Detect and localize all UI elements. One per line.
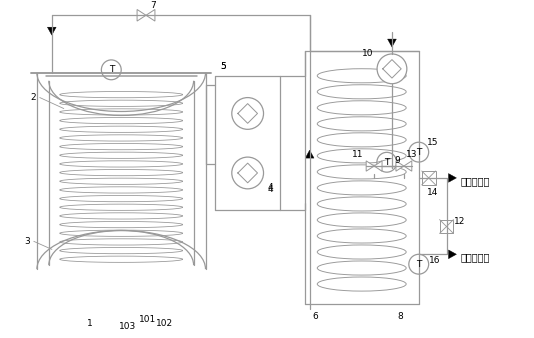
Text: 4: 4 bbox=[268, 185, 273, 194]
Text: 102: 102 bbox=[156, 319, 173, 328]
Text: T: T bbox=[416, 148, 421, 156]
Text: 12: 12 bbox=[454, 217, 466, 225]
Polygon shape bbox=[146, 9, 155, 21]
Text: 6: 6 bbox=[312, 312, 318, 321]
Text: 9: 9 bbox=[394, 156, 400, 165]
Polygon shape bbox=[48, 27, 56, 35]
Bar bbox=[422, 171, 436, 185]
Text: T: T bbox=[416, 260, 421, 269]
Text: 13: 13 bbox=[406, 150, 418, 159]
Text: T: T bbox=[384, 158, 389, 167]
Polygon shape bbox=[396, 161, 404, 171]
Text: 8: 8 bbox=[397, 312, 403, 321]
Text: T: T bbox=[108, 65, 114, 74]
Polygon shape bbox=[388, 39, 396, 47]
Text: 5: 5 bbox=[220, 62, 226, 71]
Circle shape bbox=[409, 142, 429, 162]
Text: 16: 16 bbox=[429, 256, 440, 265]
Text: 低温出水管: 低温出水管 bbox=[460, 252, 490, 262]
Circle shape bbox=[232, 157, 263, 189]
Polygon shape bbox=[374, 161, 382, 171]
Text: 4: 4 bbox=[268, 183, 273, 192]
Text: 15: 15 bbox=[427, 138, 438, 147]
Circle shape bbox=[409, 254, 429, 274]
Text: 2: 2 bbox=[30, 93, 36, 102]
Polygon shape bbox=[404, 161, 412, 171]
Polygon shape bbox=[366, 161, 374, 171]
Text: 10: 10 bbox=[362, 49, 374, 58]
Text: 1: 1 bbox=[87, 319, 92, 328]
Polygon shape bbox=[449, 250, 457, 259]
Text: 5: 5 bbox=[220, 62, 226, 71]
Text: 14: 14 bbox=[427, 188, 438, 197]
Text: 103: 103 bbox=[119, 322, 137, 331]
Bar bbox=[439, 220, 453, 234]
Polygon shape bbox=[305, 150, 314, 158]
Circle shape bbox=[377, 54, 407, 84]
Circle shape bbox=[101, 60, 121, 80]
Text: 11: 11 bbox=[352, 150, 364, 159]
Circle shape bbox=[377, 152, 397, 172]
Text: 7: 7 bbox=[150, 1, 156, 10]
Text: 高温出水管: 高温出水管 bbox=[460, 176, 490, 186]
Text: 101: 101 bbox=[139, 315, 156, 324]
Polygon shape bbox=[449, 173, 457, 182]
Circle shape bbox=[232, 98, 263, 129]
Text: 3: 3 bbox=[24, 237, 30, 246]
Polygon shape bbox=[137, 9, 146, 21]
